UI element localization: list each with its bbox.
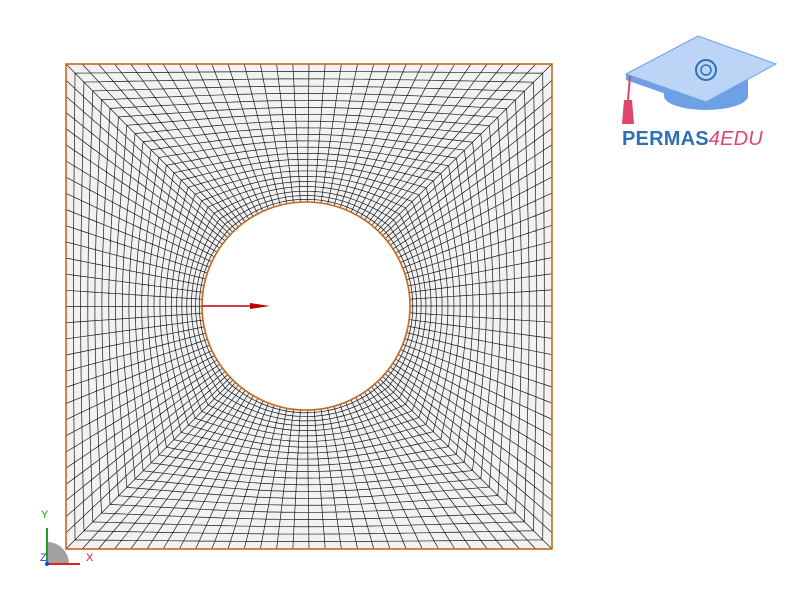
graduation-cap-icon: [622, 36, 776, 124]
y-axis-label: Y: [41, 509, 49, 521]
logo-text-suffix: 4EDU: [709, 128, 763, 150]
logo-text: PERMAS4EDU: [622, 128, 763, 151]
fe-mesh[interactable]: [66, 64, 552, 549]
x-axis-label: X: [86, 552, 94, 564]
load-arrow-icon: [202, 303, 270, 309]
z-axis-label: Z: [40, 552, 47, 564]
logo-text-main: PERMAS: [622, 128, 709, 150]
